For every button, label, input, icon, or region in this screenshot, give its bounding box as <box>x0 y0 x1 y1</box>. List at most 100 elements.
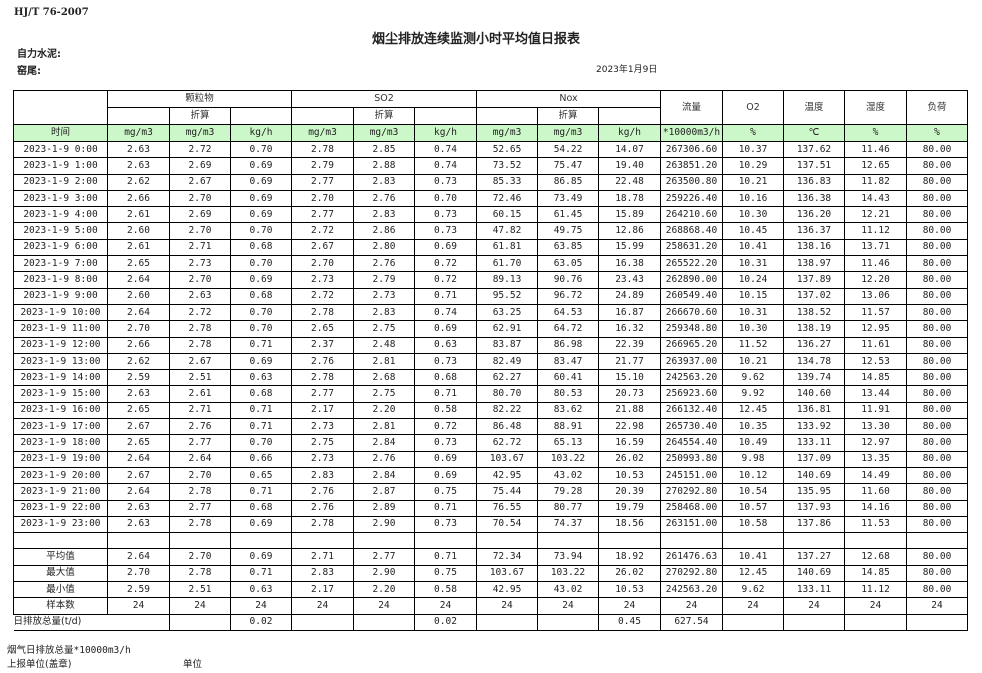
table-cell: 0.71 <box>414 385 477 403</box>
table-cell: 43.02 <box>537 466 599 485</box>
table-cell: 88.91 <box>537 418 599 436</box>
table-cell <box>476 532 538 550</box>
table-row: 2023-1-9 2:00 2.62 2.67 0.69 2.77 2.83 0.73 85.… <box>13 173 968 191</box>
table-cell: 80.00 <box>906 271 968 289</box>
table-cell: 2.65 <box>107 255 170 273</box>
row-label: 平均值 <box>13 548 108 566</box>
table-cell: 73.94 <box>537 548 599 566</box>
table-cell: 0.69 <box>230 206 292 224</box>
table-cell: 60.15 <box>476 206 538 224</box>
table-cell: 24 <box>660 597 723 615</box>
table-cell <box>291 532 354 550</box>
blank-cell <box>230 107 292 125</box>
table-cell: 2.77 <box>291 385 354 403</box>
table-cell: 2.65 <box>107 401 170 420</box>
table-cell: 22.39 <box>598 336 661 354</box>
table-cell: 10.53 <box>598 466 661 485</box>
table-cell: 242563.20 <box>660 581 723 599</box>
table-cell: 18.92 <box>598 548 661 566</box>
table-cell: 16.59 <box>598 434 661 452</box>
table-cell: 2.84 <box>353 434 415 452</box>
table-cell: 0.69 <box>414 466 477 485</box>
table-cell: 250993.80 <box>660 450 723 468</box>
table-cell: 80.00 <box>906 385 968 403</box>
table-cell: 19.79 <box>598 499 661 517</box>
table-cell: 26.02 <box>598 564 661 583</box>
table-cell: 16.32 <box>598 320 661 338</box>
table-cell <box>291 613 354 631</box>
table-cell: 2.73 <box>291 271 354 289</box>
table-cell: kg/h <box>598 124 661 142</box>
row-label: 2023-1-9 14:00 <box>13 369 108 387</box>
table-cell: 2.64 <box>107 548 170 566</box>
row-label: 2023-1-9 21:00 <box>13 483 108 501</box>
table-cell: 2.76 <box>291 499 354 517</box>
table-cell: 85.33 <box>476 173 538 191</box>
table-cell: 2.78 <box>169 336 231 354</box>
table-row: 2023-1-9 5:00 2.60 2.70 0.70 2.72 2.86 0.73 47.… <box>13 222 968 240</box>
table-cell: 10.57 <box>722 499 784 517</box>
table-cell: 90.76 <box>537 271 599 289</box>
blank-cell <box>414 107 477 125</box>
table-cell: 2.61 <box>107 206 170 224</box>
table-cell: 2.68 <box>353 369 415 387</box>
table-cell: 11.60 <box>844 483 907 501</box>
table-cell: 18.78 <box>598 189 661 208</box>
table-cell: 2.75 <box>353 320 415 338</box>
table-cell <box>660 532 723 550</box>
standard-code: HJ/T 76-2007 <box>14 7 89 18</box>
table-cell: 47.82 <box>476 222 538 240</box>
table-cell: 2.78 <box>291 515 354 534</box>
table-cell: 11.12 <box>844 222 907 240</box>
table-cell: 24 <box>906 597 968 615</box>
table-cell: 23.43 <box>598 271 661 289</box>
table-cell: 24 <box>230 597 292 615</box>
so2-header: SO2 <box>291 90 477 108</box>
table-cell: 0.74 <box>414 157 477 175</box>
table-cell: 135.95 <box>783 483 845 501</box>
table-cell: 80.00 <box>906 140 968 159</box>
table-cell: 12.95 <box>844 320 907 338</box>
table-cell: 0.70 <box>414 189 477 208</box>
table-cell: 2.81 <box>353 352 415 371</box>
report-table: 颗粒物 SO2 Nox 流量 O2 温度 湿度 负荷 折算 折算 折算 时间 mg… <box>13 90 968 631</box>
row-label: 2023-1-9 9:00 <box>13 287 108 305</box>
table-cell: 14.85 <box>844 564 907 583</box>
table-cell: 262890.00 <box>660 271 723 289</box>
table-cell: 43.02 <box>537 581 599 599</box>
table-cell: 2.70 <box>107 320 170 338</box>
table-row: 2023-1-9 13:00 2.62 2.67 0.69 2.76 2.81 0.73 82… <box>13 352 968 371</box>
table-cell: 138.52 <box>783 303 845 322</box>
table-cell: 86.85 <box>537 173 599 191</box>
table-cell: 10.41 <box>722 548 784 566</box>
table-cell: 2.73 <box>169 255 231 273</box>
reporter-label: 上报单位(盖章) <box>7 659 72 670</box>
table-cell: 14.49 <box>844 466 907 485</box>
table-cell: 20.73 <box>598 385 661 403</box>
table-cell: 0.72 <box>414 255 477 273</box>
row-label: 2023-1-9 4:00 <box>13 206 108 224</box>
o2-header: O2 <box>722 90 784 125</box>
table-cell: 2.79 <box>291 157 354 175</box>
table-cell: 134.78 <box>783 352 845 371</box>
table-cell: mg/m3 <box>353 124 415 142</box>
table-cell: 2.64 <box>107 450 170 468</box>
row-label: 2023-1-9 11:00 <box>13 320 108 338</box>
table-cell: 2.83 <box>291 564 354 583</box>
table-cell: 0.58 <box>414 401 477 420</box>
row-label: 2023-1-9 2:00 <box>13 173 108 191</box>
table-cell: 80.00 <box>906 189 968 208</box>
table-cell: 24 <box>353 597 415 615</box>
table-cell: 2.76 <box>291 352 354 371</box>
table-cell: 26.02 <box>598 450 661 468</box>
table-cell: 80.53 <box>537 385 599 403</box>
row-label: 2023-1-9 16:00 <box>13 401 108 420</box>
table-cell: mg/m3 <box>169 124 231 142</box>
table-cell: mg/m3 <box>291 124 354 142</box>
table-cell: 24 <box>107 597 170 615</box>
table-cell: 140.69 <box>783 564 845 583</box>
table-cell: 2.84 <box>353 466 415 485</box>
table-cell: 13.35 <box>844 450 907 468</box>
table-cell: 83.47 <box>537 352 599 371</box>
table-row: 2023-1-9 9:00 2.60 2.63 0.68 2.72 2.73 0.71 95.… <box>13 287 968 305</box>
